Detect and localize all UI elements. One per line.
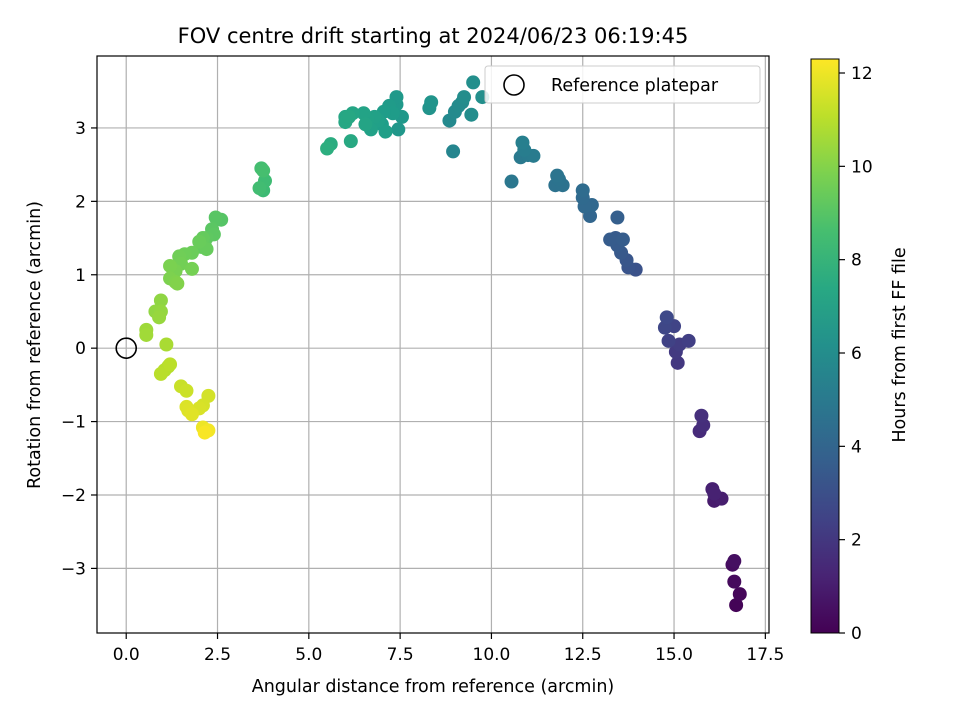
data-point bbox=[378, 124, 393, 139]
y-tick-label: 2 bbox=[75, 192, 86, 212]
x-tick-label: 7.5 bbox=[387, 645, 414, 665]
data-point bbox=[256, 163, 271, 178]
data-point bbox=[457, 90, 472, 105]
data-point bbox=[464, 107, 479, 122]
legend-label: Reference platepar bbox=[551, 76, 719, 96]
x-tick-label: 10.0 bbox=[473, 645, 511, 665]
x-tick-label: 2.5 bbox=[204, 645, 231, 665]
x-tick-label: 17.5 bbox=[746, 645, 784, 665]
reference-marker bbox=[115, 337, 138, 359]
colorbar-tick-label: 10 bbox=[851, 157, 873, 177]
legend: Reference platepar bbox=[484, 65, 761, 104]
grid bbox=[97, 56, 769, 633]
data-point bbox=[163, 258, 178, 273]
data-point bbox=[159, 337, 174, 352]
x-tick-label: 15.0 bbox=[655, 645, 693, 665]
colorbar-tick-label: 12 bbox=[851, 64, 873, 84]
data-point bbox=[184, 407, 199, 422]
data-point bbox=[615, 232, 630, 247]
colorbar-tick-label: 2 bbox=[851, 531, 862, 551]
data-point bbox=[670, 355, 685, 370]
y-tick-label: 1 bbox=[75, 266, 86, 286]
data-point bbox=[184, 261, 199, 276]
data-point bbox=[732, 587, 747, 602]
y-tick-label: −3 bbox=[61, 559, 86, 579]
colorbar-ticks: 0 2 4 6 8 10 12 bbox=[839, 64, 873, 644]
data-point bbox=[504, 174, 519, 189]
data-point bbox=[170, 276, 185, 291]
colorbar: 0 2 4 6 8 10 12 Hours from first FF file bbox=[810, 58, 910, 644]
data-point bbox=[603, 232, 618, 247]
data-point bbox=[179, 383, 194, 398]
data-point bbox=[659, 310, 674, 325]
x-axis-ticks: 0.0 2.5 5.0 7.5 10.0 12.5 15.0 17.5 bbox=[113, 633, 784, 665]
data-point bbox=[681, 333, 696, 348]
data-point bbox=[466, 75, 481, 90]
data-point bbox=[153, 293, 168, 308]
colorbar-tick-label: 4 bbox=[851, 437, 862, 457]
data-points bbox=[139, 75, 747, 613]
colorbar-tick-label: 0 bbox=[851, 624, 862, 644]
data-point bbox=[197, 425, 212, 440]
legend-marker bbox=[503, 74, 525, 96]
y-axis-label: Rotation from reference (arcmin) bbox=[25, 201, 45, 489]
data-point bbox=[356, 106, 371, 121]
data-point bbox=[320, 141, 335, 156]
data-point bbox=[424, 95, 439, 110]
data-point bbox=[343, 134, 358, 149]
data-point bbox=[163, 357, 178, 372]
x-tick-label: 0.0 bbox=[113, 645, 140, 665]
plot-frame bbox=[96, 55, 770, 634]
y-tick-label: −2 bbox=[61, 486, 86, 506]
data-point bbox=[446, 144, 461, 159]
data-point bbox=[661, 333, 676, 348]
chart-title: FOV centre drift starting at 2024/06/23 … bbox=[178, 24, 689, 48]
y-tick-label: −1 bbox=[61, 413, 86, 433]
legend-box bbox=[484, 65, 761, 104]
data-point bbox=[707, 486, 722, 501]
x-tick-label: 12.5 bbox=[564, 645, 602, 665]
x-axis-label: Angular distance from reference (arcmin) bbox=[252, 677, 615, 697]
colorbar-bar bbox=[810, 58, 840, 634]
data-point bbox=[729, 598, 744, 613]
data-point bbox=[153, 366, 168, 381]
data-point bbox=[727, 574, 742, 589]
y-tick-label: 3 bbox=[75, 119, 86, 139]
data-point bbox=[694, 408, 709, 423]
data-point bbox=[391, 122, 406, 137]
y-axis-ticks: −3 −2 −1 0 1 2 3 bbox=[61, 119, 97, 579]
data-point bbox=[550, 168, 565, 183]
data-point bbox=[727, 554, 742, 569]
data-point bbox=[152, 310, 167, 325]
data-point bbox=[252, 181, 267, 196]
colorbar-tick-label: 8 bbox=[851, 251, 862, 271]
x-tick-label: 5.0 bbox=[295, 645, 322, 665]
data-point bbox=[208, 210, 223, 225]
data-point bbox=[610, 210, 625, 225]
data-point bbox=[342, 109, 356, 124]
y-tick-label: 0 bbox=[75, 339, 86, 359]
colorbar-tick-label: 6 bbox=[851, 344, 862, 364]
data-point bbox=[358, 117, 373, 132]
data-point bbox=[575, 183, 590, 198]
data-point bbox=[192, 234, 207, 249]
data-point bbox=[515, 135, 530, 150]
data-point bbox=[139, 327, 154, 342]
colorbar-label: Hours from first FF file bbox=[890, 247, 910, 442]
